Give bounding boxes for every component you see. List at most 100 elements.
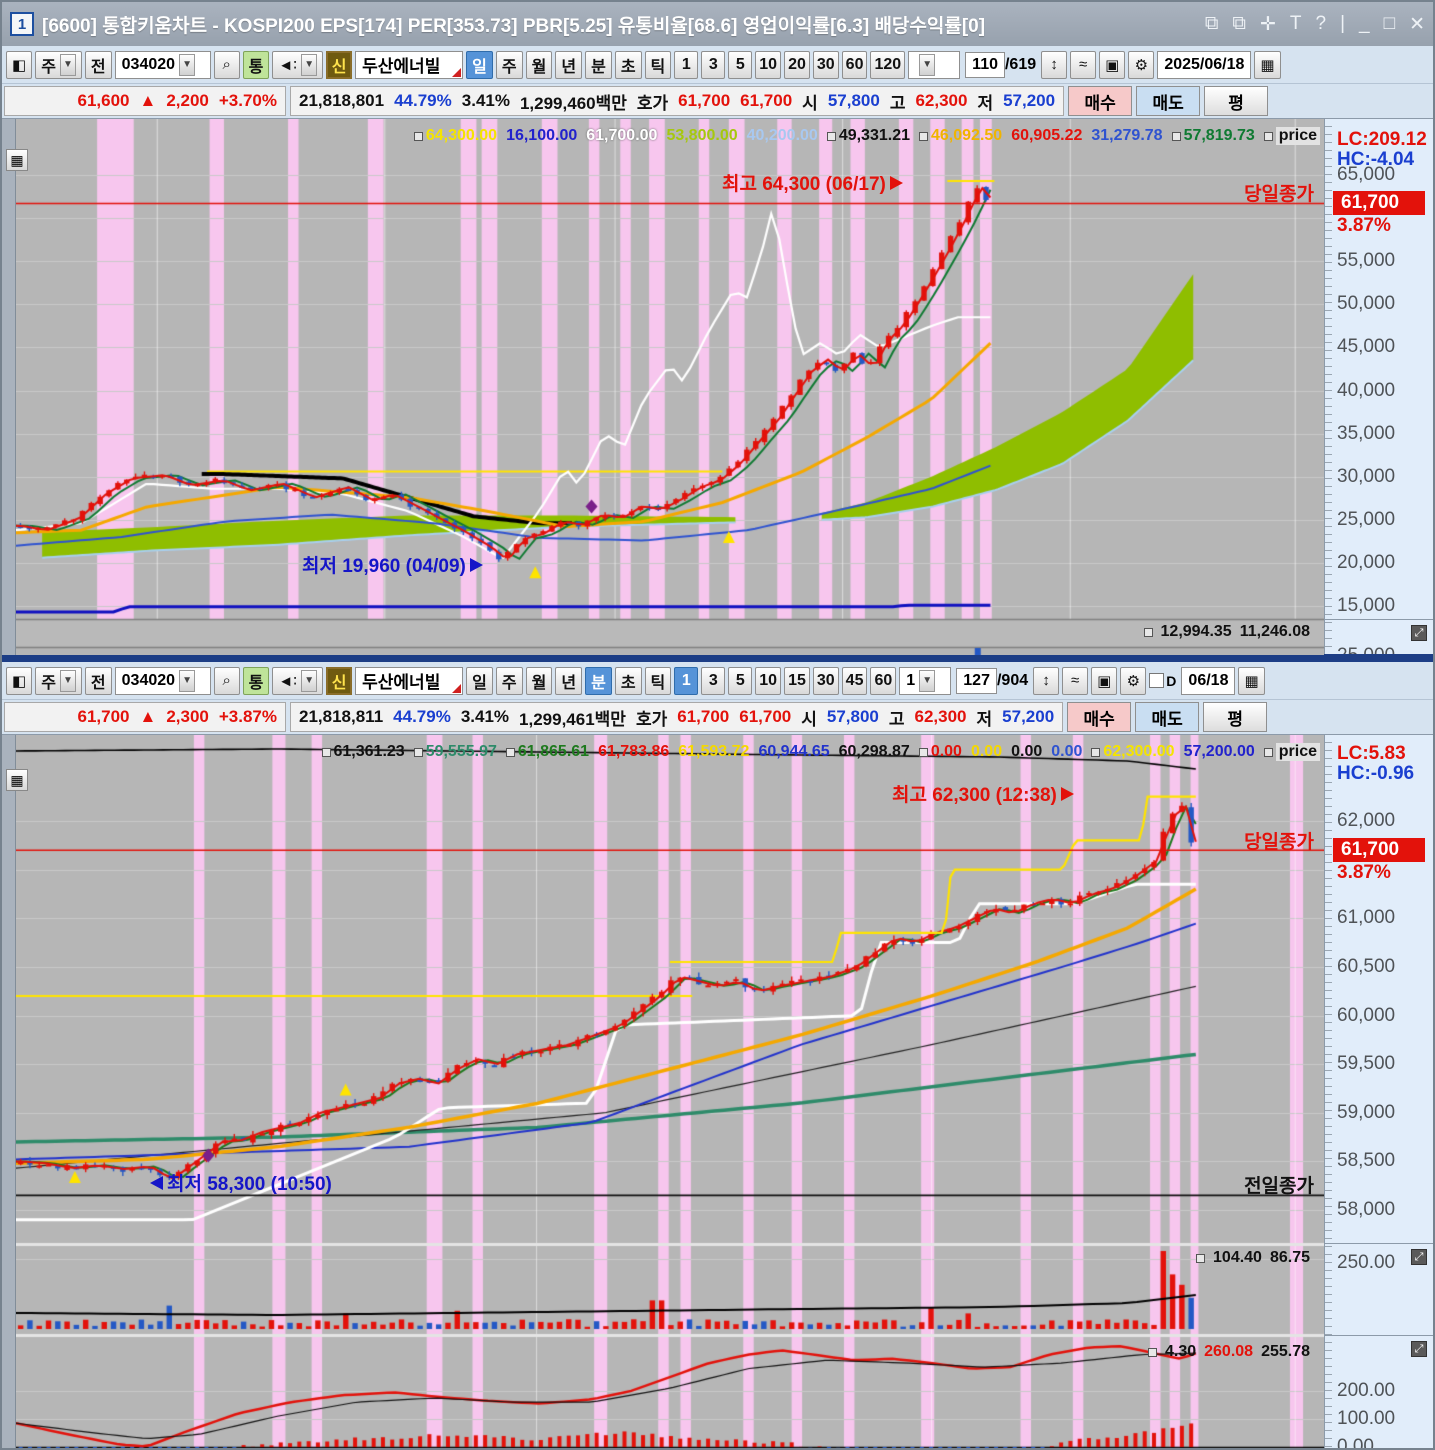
search-icon[interactable]: ⌕ (213, 666, 240, 695)
chevron-down-icon[interactable]: ▼ (919, 53, 936, 76)
interval-button-15[interactable]: 15 (784, 666, 810, 695)
period-button-년[interactable]: 년 (555, 50, 583, 79)
chevron-down-icon[interactable]: ▼ (59, 669, 76, 692)
interval-button-45[interactable]: 45 (841, 666, 868, 695)
speaker-icon[interactable]: ◄∶ ▼ (272, 50, 324, 79)
help-icon[interactable]: ? (1315, 13, 1327, 34)
save-icon[interactable]: ▣ (1099, 50, 1126, 79)
panel-toggle-icon[interactable]: ◧ (6, 50, 33, 79)
avg-button[interactable]: 평 (1204, 86, 1269, 116)
price-change-pct: +3.87% (218, 707, 277, 726)
expand-icon[interactable]: ⤢ (1411, 1249, 1427, 1265)
interval-button-1[interactable]: 1 (674, 666, 699, 695)
interval-button-3[interactable]: 3 (701, 666, 726, 695)
period-button-일[interactable]: 일 (466, 666, 493, 695)
interval-button-1[interactable]: 1 (674, 50, 699, 79)
chevron-down-icon[interactable]: ▼ (179, 669, 196, 692)
period-button-초[interactable]: 초 (614, 666, 642, 695)
settings-gear-icon[interactable]: ⚙ (1120, 666, 1147, 695)
period-button-주[interactable]: 주 (495, 50, 523, 79)
interval-button-10[interactable]: 10 (755, 50, 782, 79)
expand-icon[interactable]: ⤢ (1411, 625, 1427, 641)
save-icon[interactable]: ▣ (1091, 666, 1118, 695)
search-icon[interactable]: ⌕ (213, 50, 240, 79)
interval-button-60[interactable]: 60 (870, 666, 897, 695)
calendar-icon[interactable]: ▦ (1254, 50, 1281, 79)
minimize-button[interactable]: _ (1359, 13, 1370, 34)
compare-icon[interactable]: ↕ (1033, 666, 1060, 695)
date-field[interactable]: 06/18 (1181, 666, 1236, 695)
period-button-초[interactable]: 초 (614, 50, 642, 79)
chevron-down-icon[interactable]: ▼ (301, 669, 318, 692)
grid-tool-icon[interactable]: ▦ (6, 769, 28, 791)
axis-tick-label: 61,000 (1337, 907, 1396, 929)
chevron-down-icon[interactable]: ▼ (301, 53, 318, 76)
chevron-down-icon[interactable]: ▼ (179, 53, 196, 76)
chevron-down-icon[interactable]: ▼ (59, 53, 76, 76)
text-tool-icon[interactable]: T (1289, 13, 1302, 34)
daily-chart-canvas[interactable] (16, 119, 1324, 655)
hc-value: HC:-4.04 (1337, 149, 1415, 170)
period-button-일[interactable]: 일 (466, 50, 493, 79)
calendar-icon[interactable]: ▦ (1238, 666, 1265, 695)
low-price: 57,200 (1003, 91, 1056, 110)
bar-position-input[interactable]: 110 (965, 51, 1005, 78)
period-button-분[interactable]: 분 (585, 50, 612, 79)
jeon-button[interactable]: 전 (84, 666, 112, 695)
interval-button-10[interactable]: 10 (755, 666, 782, 695)
interval-button-60[interactable]: 60 (841, 50, 868, 79)
jeon-button[interactable]: 전 (84, 50, 112, 79)
buy-button[interactable]: 매수 (1068, 86, 1133, 116)
sell-button[interactable]: 매도 (1136, 86, 1201, 116)
settings-gear-icon[interactable]: ⚙ (1128, 50, 1155, 79)
close-button[interactable]: ✕ (1409, 13, 1425, 35)
stock-name-field[interactable]: 두산에너빌 (355, 666, 464, 695)
period-button-틱[interactable]: 틱 (644, 666, 672, 695)
restore-icon[interactable]: ⧉ (1204, 13, 1219, 34)
change-pct-label: 3.87% (1337, 215, 1391, 237)
stock-code-input[interactable]: 034020 ▼ (114, 50, 211, 79)
tong-button[interactable]: 통 (242, 666, 270, 695)
compare-icon[interactable]: ↕ (1041, 50, 1068, 79)
panel-toggle-icon[interactable]: ◧ (6, 666, 33, 695)
period-button-주[interactable]: 주 (495, 666, 523, 695)
maximize-button[interactable]: □ (1383, 13, 1396, 34)
grid-tool-icon[interactable]: ▦ (6, 149, 28, 171)
period-dropdown[interactable]: 주 ▼ (35, 50, 82, 79)
interval-button-5[interactable]: 5 (728, 50, 753, 79)
period-dropdown[interactable]: 주 ▼ (35, 666, 82, 695)
panel-divider[interactable] (2, 654, 1433, 662)
avg-button[interactable]: 평 (1203, 702, 1268, 732)
tong-button[interactable]: 통 (242, 50, 270, 79)
period-button-년[interactable]: 년 (555, 666, 583, 695)
interval-button-120[interactable]: 120 (870, 50, 906, 79)
trendline-icon[interactable]: ≈ (1070, 50, 1097, 79)
chevron-down-icon[interactable]: ▼ (919, 669, 936, 692)
trade-amount: 1,299,461백만 (519, 709, 626, 729)
interval-button-20[interactable]: 20 (784, 50, 810, 79)
period-button-틱[interactable]: 틱 (644, 50, 672, 79)
interval-button-5[interactable]: 5 (728, 666, 753, 695)
date-field[interactable]: 2025/06/18 (1157, 50, 1252, 79)
cascade-icon[interactable]: ⧉ (1232, 13, 1246, 34)
interval-combo[interactable]: 1 ▼ (899, 666, 952, 695)
interval-combo[interactable]: ▼ (908, 50, 961, 79)
period-button-월[interactable]: 월 (525, 50, 553, 79)
speaker-icon[interactable]: ◄∶ ▼ (272, 666, 324, 695)
trendline-icon[interactable]: ≈ (1062, 666, 1089, 695)
pin-icon[interactable]: ✛ (1259, 13, 1276, 35)
interval-button-3[interactable]: 3 (701, 50, 726, 79)
bar-position-input[interactable]: 127 (956, 667, 997, 694)
period-button-월[interactable]: 월 (525, 666, 553, 695)
interval-button-30[interactable]: 30 (812, 666, 839, 695)
minute-chart-canvas[interactable] (16, 735, 1324, 1448)
stock-name-field[interactable]: 두산에너빌 (355, 50, 464, 79)
stock-code-input[interactable]: 034020 ▼ (114, 666, 211, 695)
period-button-분[interactable]: 분 (585, 666, 612, 695)
sell-button[interactable]: 매도 (1135, 702, 1200, 732)
legend-item: 61,700.00 (586, 127, 657, 145)
buy-button[interactable]: 매수 (1067, 702, 1132, 732)
interval-button-30[interactable]: 30 (812, 50, 839, 79)
checkbox[interactable] (1149, 673, 1165, 688)
expand-icon[interactable]: ⤢ (1411, 1341, 1427, 1357)
